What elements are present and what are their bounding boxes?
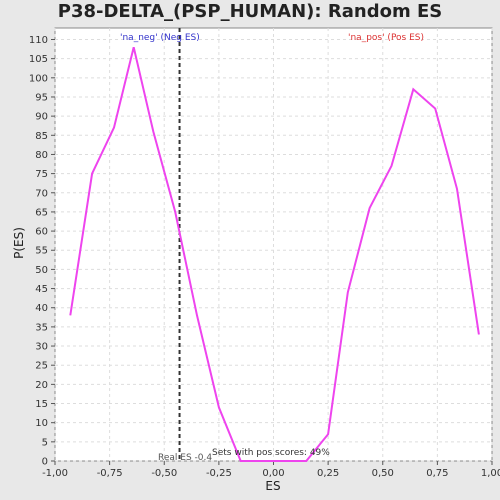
y-axis-ticks: 0 5 10 15 20 25 30 35 40 45 50 55 60 65 70 75 80 85 90 95 10… — [29, 35, 55, 468]
x-tick-label: -0,25 — [206, 468, 232, 479]
y-tick-label: 55 — [35, 246, 48, 257]
y-axis-label: P(ES) — [12, 227, 26, 259]
pos-es-annotation: 'na_pos' (Pos ES) — [348, 33, 424, 43]
y-tick-label: 60 — [35, 227, 48, 238]
x-axis-ticks: -1,00 -0,75 -0,50 -0,25 0,00 0,25 0,50 0,75 1,00 — [42, 461, 500, 479]
y-tick-label: 35 — [35, 322, 48, 333]
x-tick-label: 1,00 — [481, 468, 500, 479]
x-tick-label: -1,00 — [42, 468, 68, 479]
y-tick-label: 0 — [42, 457, 48, 468]
y-tick-label: 50 — [35, 265, 48, 276]
x-axis-label: ES — [265, 479, 280, 493]
real-es-annotation: Real ES -0.4 — [158, 453, 212, 463]
x-tick-label: -0,75 — [97, 468, 123, 479]
x-tick-label: 0,50 — [372, 468, 394, 479]
grid-lines — [54, 28, 493, 462]
y-tick-label: 110 — [29, 35, 48, 46]
x-tick-label: 0,00 — [262, 468, 284, 479]
y-tick-label: 5 — [42, 437, 48, 448]
y-tick-label: 80 — [35, 150, 48, 161]
y-tick-label: 40 — [35, 303, 48, 314]
y-tick-label: 85 — [35, 131, 48, 142]
series-line — [69, 46, 480, 462]
y-tick-label: 70 — [35, 188, 48, 199]
y-tick-label: 100 — [29, 73, 48, 84]
y-tick-label: 25 — [35, 361, 48, 372]
y-tick-label: 30 — [35, 342, 48, 353]
y-tick-label: 20 — [35, 380, 48, 391]
neg-es-annotation: 'na_neg' (Neg ES) — [120, 33, 200, 43]
x-tick-label: 0,25 — [317, 468, 339, 479]
pos-scores-annotation: Sets with pos scores: 49% — [212, 448, 330, 458]
y-tick-label: 95 — [35, 92, 48, 103]
y-tick-label: 15 — [35, 399, 48, 410]
y-tick-label: 45 — [35, 284, 48, 295]
y-tick-label: 65 — [35, 207, 48, 218]
y-tick-label: 75 — [35, 169, 48, 180]
y-tick-label: 10 — [35, 418, 48, 429]
x-tick-label: -0,50 — [151, 468, 177, 479]
x-tick-label: 0,75 — [426, 468, 448, 479]
y-tick-label: 105 — [29, 54, 48, 65]
y-tick-label: 90 — [35, 112, 48, 123]
